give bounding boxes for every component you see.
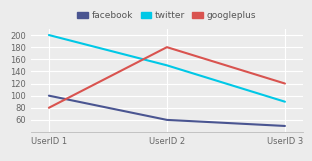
googleplus bbox=[283, 83, 287, 85]
Line: twitter: twitter bbox=[49, 35, 285, 102]
facebook bbox=[165, 119, 169, 121]
Legend: facebook, twitter, googleplus: facebook, twitter, googleplus bbox=[77, 11, 256, 20]
Line: googleplus: googleplus bbox=[49, 47, 285, 108]
facebook bbox=[283, 125, 287, 127]
googleplus bbox=[165, 46, 169, 48]
facebook bbox=[47, 95, 51, 97]
Line: facebook: facebook bbox=[49, 96, 285, 126]
googleplus bbox=[47, 107, 51, 109]
twitter bbox=[283, 101, 287, 103]
twitter bbox=[165, 64, 169, 66]
twitter bbox=[47, 34, 51, 36]
